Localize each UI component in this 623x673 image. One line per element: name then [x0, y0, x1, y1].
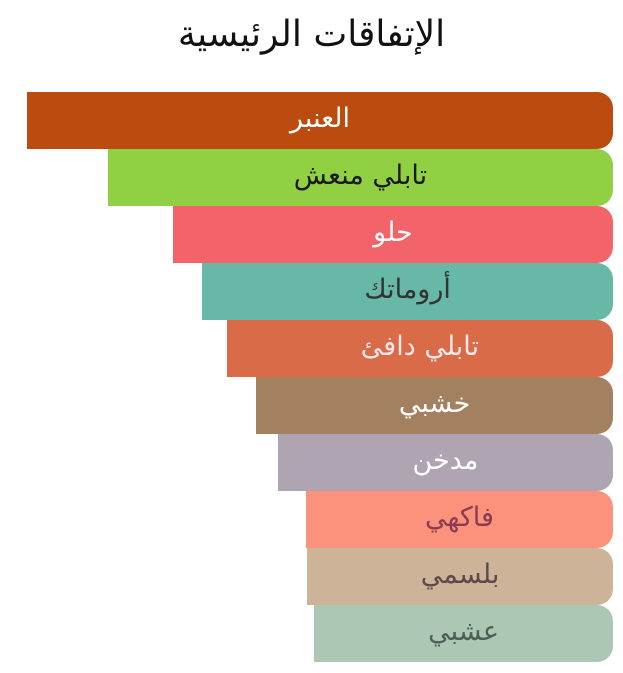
- accord-bar: العنبر: [27, 92, 613, 149]
- accord-bar: خشبي: [256, 377, 613, 434]
- accord-label: العنبر: [290, 103, 350, 134]
- accord-bar: بلسمي: [307, 548, 613, 605]
- accord-label: أروماتك: [364, 274, 451, 305]
- accord-label: مدخن: [412, 445, 479, 476]
- accord-bar: تابلي دافئ: [226, 320, 613, 377]
- chart-title: الإتفاقات الرئيسية: [177, 14, 446, 55]
- accord-label: عشبي: [428, 616, 499, 647]
- accord-bar: فاكهي: [305, 491, 613, 548]
- accord-label: تابلي دافئ: [360, 331, 480, 362]
- accord-bar: أروماتك: [202, 263, 613, 320]
- accord-label: حلو: [373, 217, 413, 248]
- accord-label: فاكهي: [424, 502, 494, 533]
- accord-label: خشبي: [398, 388, 471, 419]
- accord-bar: تابلي منعش: [107, 149, 613, 206]
- accord-bar: عشبي: [314, 605, 613, 662]
- accord-bar: حلو: [172, 206, 613, 263]
- accord-label: تابلي منعش: [293, 160, 428, 191]
- accord-label: بلسمي: [420, 559, 500, 590]
- accord-bar: مدخن: [277, 434, 613, 491]
